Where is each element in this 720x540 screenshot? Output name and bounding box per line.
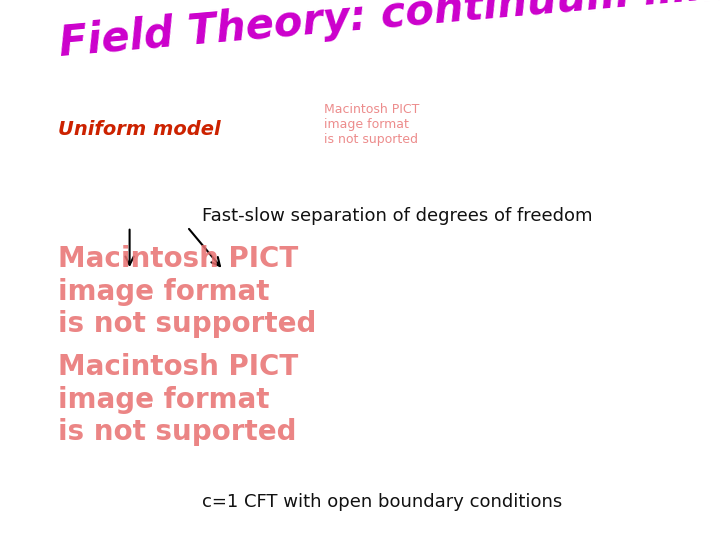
Text: Uniform model: Uniform model [58,120,220,139]
Text: Fast-slow separation of degrees of freedom: Fast-slow separation of degrees of freed… [202,207,592,225]
Text: Field Theory: continuum limit of the rainbow: Field Theory: continuum limit of the rai… [58,0,720,65]
Text: Macintosh PICT
image format
is not supported: Macintosh PICT image format is not suppo… [58,245,316,338]
Text: Macintosh PICT
image format
is not suported: Macintosh PICT image format is not supor… [324,103,419,146]
Text: c=1 CFT with open boundary conditions: c=1 CFT with open boundary conditions [202,493,562,511]
Text: Macintosh PICT
image format
is not suported: Macintosh PICT image format is not supor… [58,353,298,446]
